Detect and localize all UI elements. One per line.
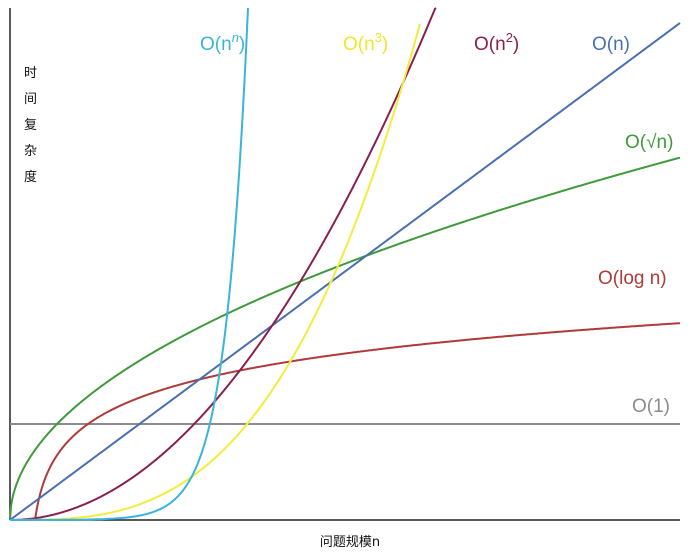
series-label: O(n3) [343, 30, 388, 55]
series-label: O(n2) [474, 30, 519, 55]
series-line [10, 7, 437, 521]
series-labels: O(1) O(log n) O(√n) O(n) O(n2) O(n3) O(nn) [200, 30, 673, 417]
series-line [9, 22, 681, 521]
series-label: O(1) [632, 396, 670, 417]
curves [9, 7, 681, 521]
series-label: O(n) [592, 34, 630, 55]
series-label: O(nn) [200, 30, 245, 55]
series-line [10, 7, 249, 521]
series-line [34, 322, 680, 521]
axes [9, 8, 680, 521]
y-axis-label-char: 时 [24, 66, 37, 81]
y-axis-label-char: 间 [24, 92, 37, 107]
series-label: O(√n) [625, 132, 673, 153]
y-axis-label-char: 杂 [24, 144, 37, 159]
x-axis-label: 问题规模n [320, 535, 380, 550]
y-axis-label-char: 复 [24, 118, 37, 133]
series-line [9, 156, 681, 521]
series-line [10, 23, 421, 521]
series-label: O(log n) [598, 268, 667, 289]
y-axis-label-char: 度 [24, 169, 37, 185]
